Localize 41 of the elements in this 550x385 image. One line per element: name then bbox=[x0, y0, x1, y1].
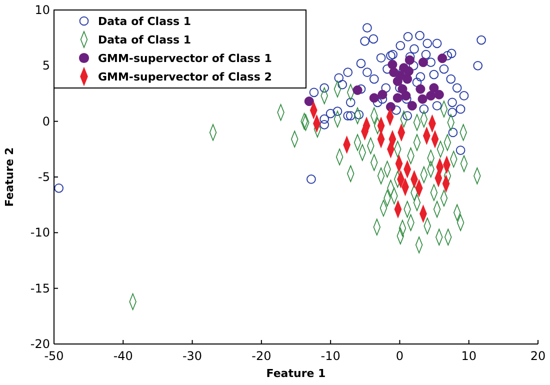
y-tick-label: -10 bbox=[30, 226, 50, 240]
legend-label: Data of Class 1 bbox=[98, 15, 192, 28]
point bbox=[401, 90, 411, 101]
point bbox=[438, 54, 448, 64]
x-tick-label: -50 bbox=[44, 349, 64, 363]
point bbox=[418, 58, 428, 68]
legend-label: Data of Class 1 bbox=[98, 34, 192, 46]
point bbox=[426, 90, 436, 101]
x-tick-label: -10 bbox=[320, 349, 340, 363]
point bbox=[392, 93, 402, 103]
x-tick-label: -30 bbox=[182, 349, 202, 363]
x-tick-label: 0 bbox=[396, 349, 404, 363]
point bbox=[304, 96, 314, 106]
point bbox=[404, 55, 414, 65]
point bbox=[407, 100, 417, 111]
y-tick-label: -15 bbox=[30, 281, 50, 296]
point bbox=[429, 83, 439, 93]
x-tick-label: 20 bbox=[530, 349, 546, 363]
x-tick-label: -40 bbox=[113, 349, 133, 363]
point bbox=[416, 84, 426, 94]
point bbox=[352, 85, 362, 95]
y-axis-title: Feature 2 bbox=[3, 147, 16, 207]
y-tick-label: 0 bbox=[42, 114, 50, 128]
legend-label: GMM-supervector of Class 1 bbox=[98, 52, 272, 65]
x-axis-title: Feature 1 bbox=[266, 367, 326, 380]
point bbox=[396, 70, 406, 80]
point bbox=[402, 74, 412, 84]
point bbox=[388, 60, 398, 70]
y-tick-label: -20 bbox=[30, 337, 50, 351]
point bbox=[386, 102, 396, 112]
y-tick-label: 5 bbox=[42, 58, 50, 73]
y-tick-label: 10 bbox=[34, 3, 50, 17]
point bbox=[378, 90, 388, 100]
point bbox=[404, 66, 414, 76]
x-tick-label: -20 bbox=[252, 349, 272, 363]
point bbox=[418, 94, 428, 104]
x-tick-label: 10 bbox=[461, 349, 476, 363]
point bbox=[369, 93, 379, 103]
y-tick-label: -5 bbox=[38, 170, 50, 184]
legend-label: GMM-supervector of Class 2 bbox=[98, 70, 272, 84]
point bbox=[434, 90, 444, 100]
